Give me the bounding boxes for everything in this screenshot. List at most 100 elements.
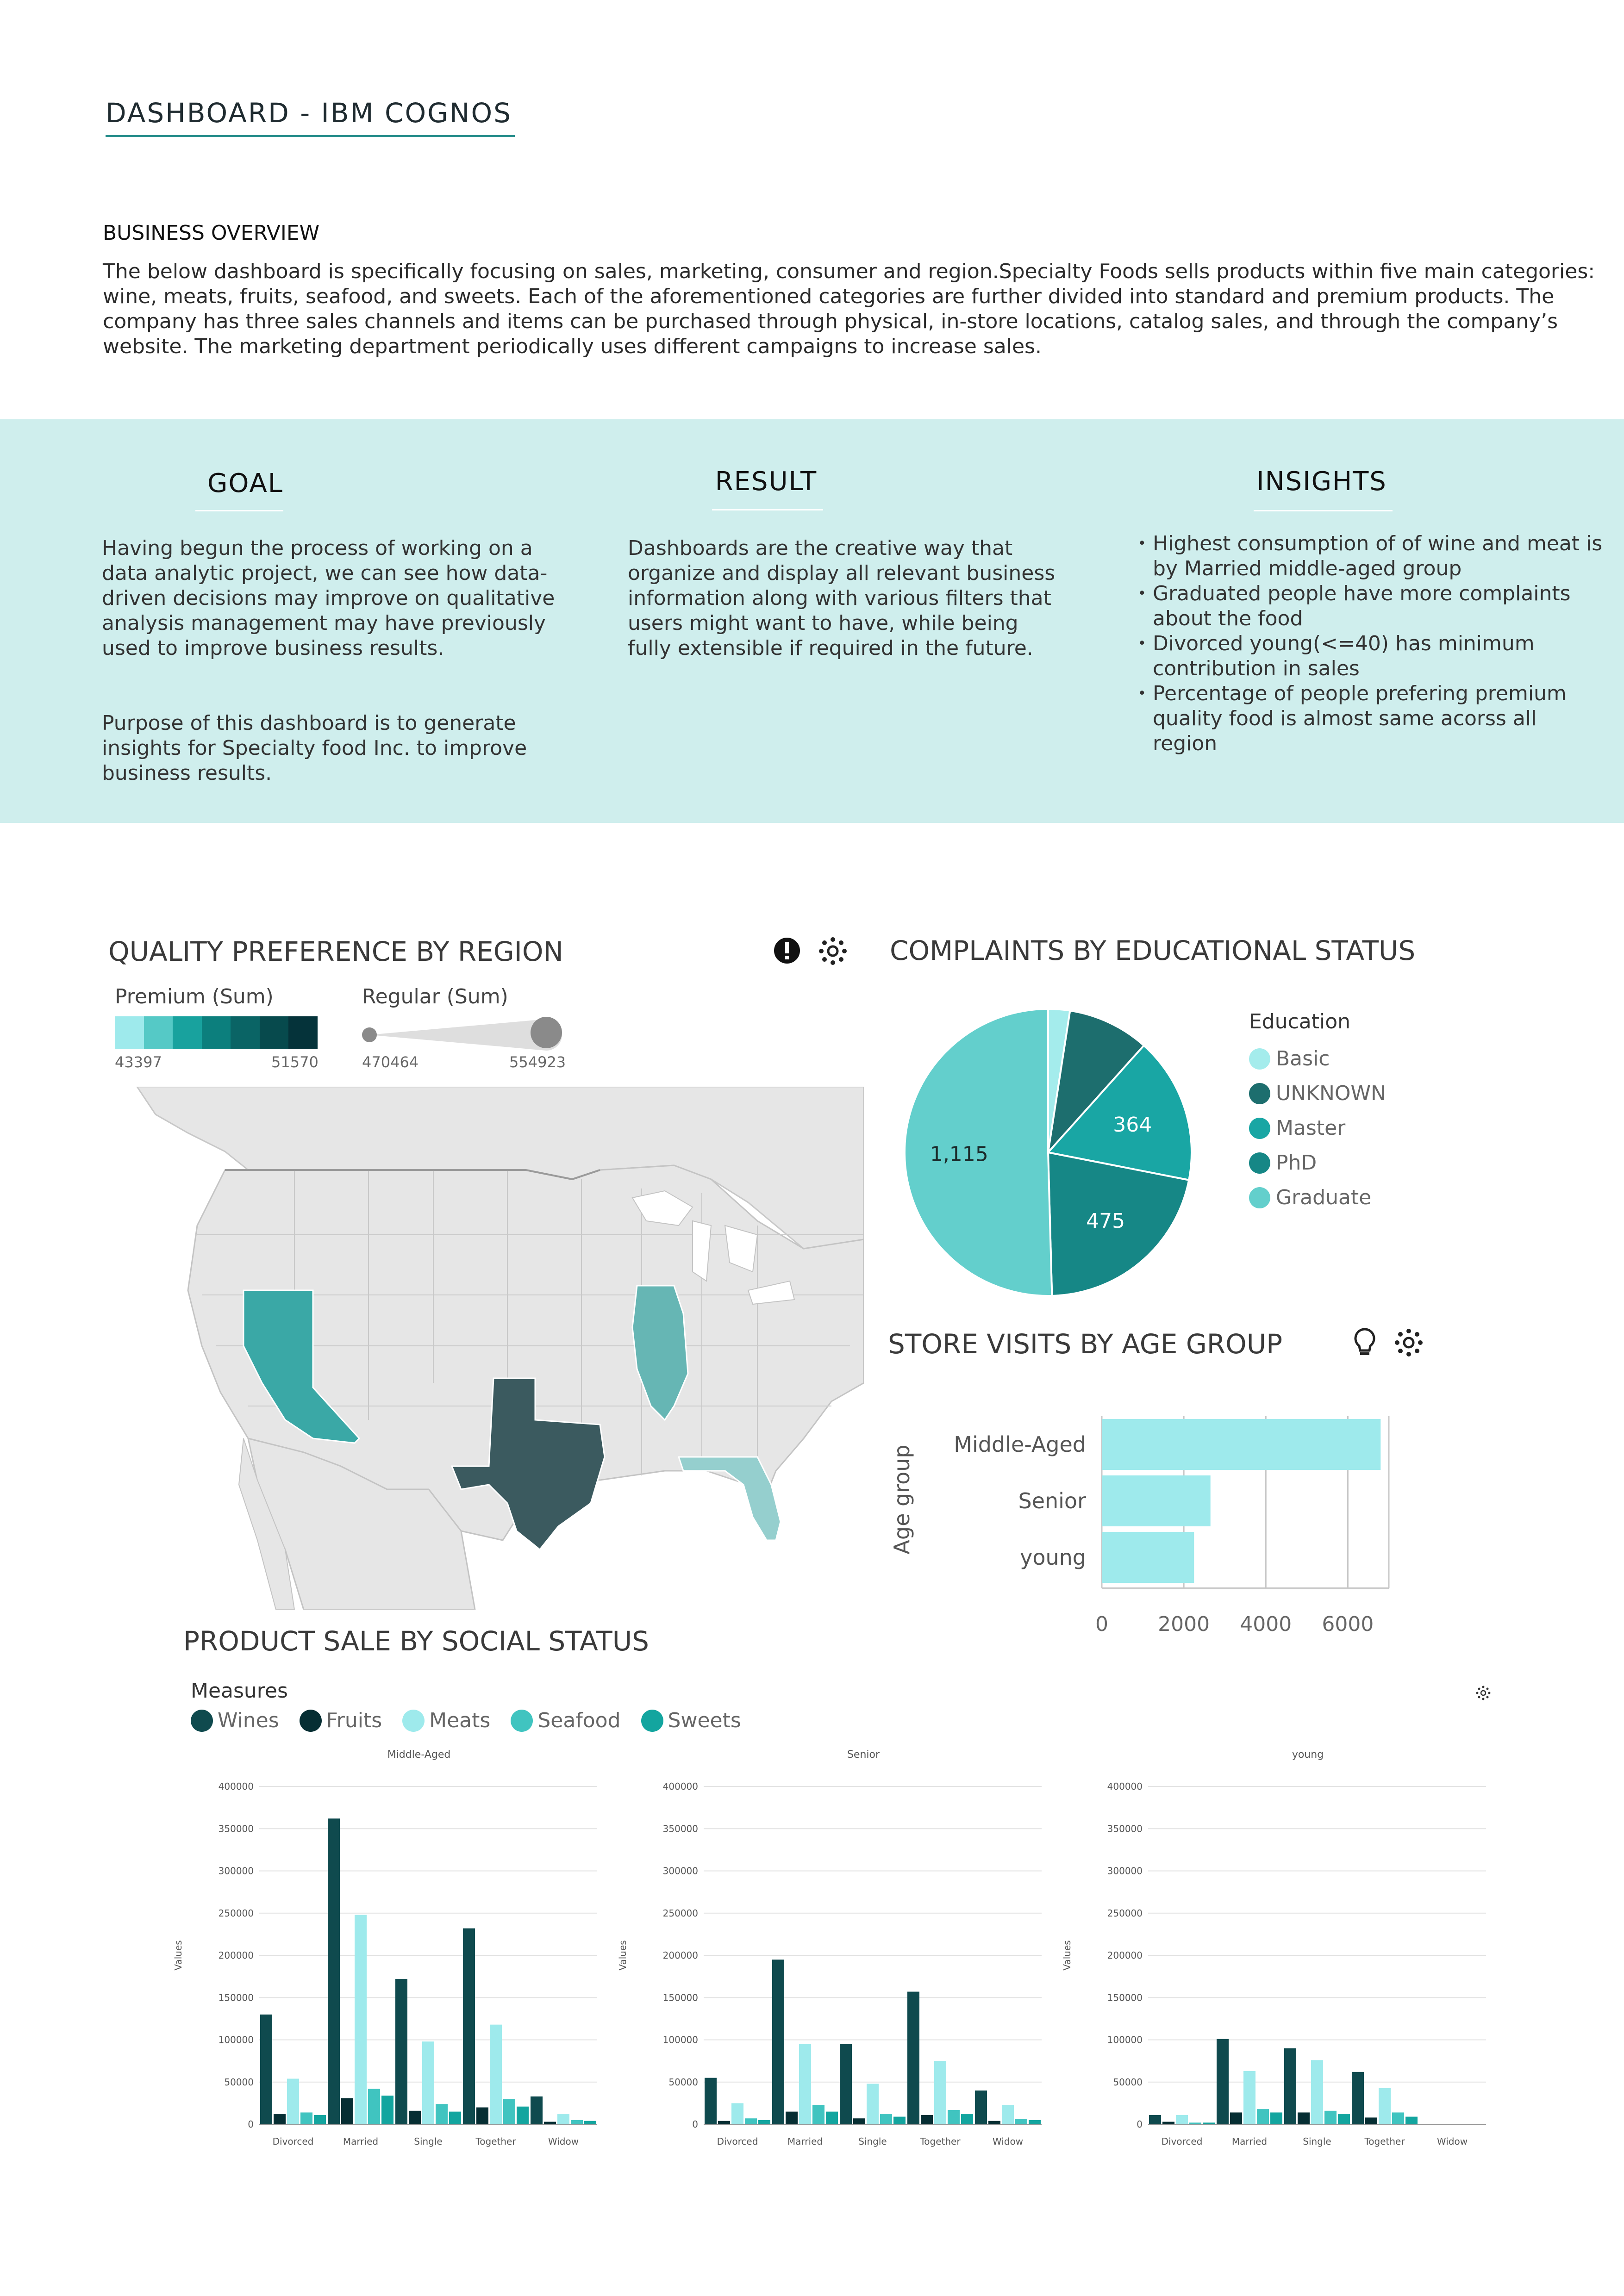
pie-legend-item[interactable]: PhD [1249, 1145, 1386, 1180]
bar-sweets-divorced[interactable] [1203, 2122, 1215, 2124]
bar-sweets-married[interactable] [381, 2095, 394, 2124]
measures-legend-item[interactable]: Fruits [299, 1709, 382, 1732]
y-axis-label: Values [173, 1940, 184, 1970]
bar-sweets-single[interactable] [893, 2116, 906, 2124]
bar-seafood-widow[interactable] [571, 2120, 583, 2124]
bar-meats-divorced[interactable] [1176, 2115, 1188, 2124]
bar-fruits-widow[interactable] [988, 2121, 1000, 2124]
bar-wines-single[interactable] [1284, 2048, 1296, 2124]
bar-meats-widow[interactable] [1002, 2105, 1014, 2124]
bar-seafood-divorced[interactable] [745, 2118, 757, 2124]
bar-fruits-single[interactable] [853, 2118, 865, 2124]
bar-wines-widow[interactable] [975, 2091, 987, 2124]
product-sale-chart[interactable]: Middle-Aged 0 50000 100000 150000 200000 25000… [167, 1745, 1500, 2161]
bar-sweets-together[interactable] [961, 2114, 973, 2124]
bar-fruits-married[interactable] [341, 2098, 353, 2124]
bar-seafood-divorced[interactable] [1189, 2122, 1201, 2124]
pie-slice-graduate[interactable] [904, 1008, 1053, 1297]
bar-seafood-single[interactable] [1324, 2110, 1337, 2124]
bar-wines-married[interactable] [328, 1818, 340, 2124]
pie-legend-item[interactable]: UNKNOWN [1249, 1076, 1386, 1111]
bar-wines-divorced[interactable] [260, 2014, 272, 2124]
alert-icon[interactable] [772, 936, 802, 965]
bar-fruits-together[interactable] [476, 2107, 488, 2125]
bar-fruits-single[interactable] [409, 2110, 421, 2124]
bar-meats-single[interactable] [422, 2041, 434, 2124]
bar-sweets-widow[interactable] [584, 2121, 596, 2124]
bar-seafood-single[interactable] [436, 2104, 448, 2124]
bar-seafood-together[interactable] [503, 2099, 515, 2124]
bar-meats-divorced[interactable] [731, 2103, 743, 2124]
lightbulb-icon[interactable] [1351, 1326, 1379, 1359]
measures-legend-item[interactable]: Wines [191, 1709, 279, 1732]
settings-icon[interactable] [1393, 1327, 1424, 1358]
bar-fruits-widow[interactable] [544, 2122, 556, 2124]
bar-fruits-single[interactable] [1298, 2112, 1310, 2124]
bar-wines-single[interactable] [395, 1979, 407, 2124]
bar-seafood-widow[interactable] [1015, 2119, 1027, 2124]
bar-seafood-married[interactable] [368, 2089, 380, 2124]
measures-legend-item[interactable]: Sweets [641, 1709, 741, 1732]
pie-legend-item[interactable]: Master [1249, 1111, 1386, 1145]
bar-wines-single[interactable] [840, 2044, 852, 2124]
bar-sweets-single[interactable] [449, 2111, 461, 2124]
bar-sweets-married[interactable] [1270, 2112, 1282, 2124]
pie-slice-phd[interactable] [1047, 1151, 1190, 1297]
bar-middle-aged[interactable] [1102, 1419, 1381, 1470]
bar-sweets-single[interactable] [1338, 2114, 1350, 2124]
bar-seafood-married[interactable] [1257, 2109, 1269, 2124]
bar-meats-married[interactable] [799, 2044, 811, 2124]
bar-meats-married[interactable] [355, 1915, 367, 2124]
bar-young[interactable] [1102, 1532, 1194, 1583]
bar-fruits-divorced[interactable] [718, 2121, 730, 2124]
bar-meats-together[interactable] [490, 2024, 502, 2124]
bar-sweets-widow[interactable] [1029, 2120, 1041, 2124]
pie-slice-master[interactable] [1046, 1044, 1193, 1182]
pie-chart[interactable]: 364 475 1,115 [900, 1004, 1196, 1300]
bar-seafood-divorced[interactable] [300, 2112, 312, 2124]
bar-wines-married[interactable] [772, 1960, 784, 2124]
bar-wines-together[interactable] [1352, 2072, 1364, 2124]
pie-slice-unknown[interactable] [1046, 1009, 1145, 1156]
bar-seafood-married[interactable] [812, 2105, 824, 2124]
bar-fruits-divorced[interactable] [1162, 2122, 1174, 2124]
bar-sweets-divorced[interactable] [314, 2115, 326, 2124]
bar-wines-married[interactable] [1217, 2039, 1229, 2124]
bar-meats-married[interactable] [1243, 2071, 1255, 2124]
bar-seafood-single[interactable] [880, 2114, 892, 2124]
bar-sweets-together[interactable] [517, 2106, 529, 2124]
bar-sweets-divorced[interactable] [758, 2120, 770, 2124]
bar-wines-widow[interactable] [531, 2096, 543, 2124]
bar-wines-divorced[interactable] [705, 2078, 717, 2124]
bar-seafood-together[interactable] [948, 2109, 960, 2124]
bar-meats-widow[interactable] [557, 2114, 569, 2124]
bar-sweets-together[interactable] [1405, 2116, 1418, 2124]
bar-sweets-married[interactable] [826, 2111, 838, 2124]
measures-legend-item[interactable]: Meats [402, 1709, 490, 1732]
us-map[interactable] [109, 1087, 864, 1610]
age-group-bar-chart[interactable]: 0 2000 4000 6000 Middle-Aged Senior young Age g… [880, 1398, 1417, 1648]
bar-fruits-married[interactable] [786, 2111, 798, 2124]
bar-meats-single[interactable] [1311, 2060, 1323, 2124]
bar-fruits-divorced[interactable] [274, 2114, 286, 2124]
bar-meats-together[interactable] [934, 2061, 946, 2124]
settings-icon[interactable] [818, 936, 848, 966]
measures-legend-item[interactable]: Seafood [511, 1709, 621, 1732]
bar-wines-together[interactable] [463, 1928, 475, 2124]
bar-seafood-together[interactable] [1392, 2112, 1404, 2124]
bar-meats-together[interactable] [1379, 2088, 1391, 2124]
x-category-label: Together [919, 2136, 961, 2147]
pie-legend-item[interactable]: Graduate [1249, 1180, 1386, 1215]
overview-heading: BUSINESS OVERVIEW [103, 221, 320, 245]
bar-fruits-together[interactable] [921, 2115, 933, 2124]
pie-legend-item[interactable]: Basic [1249, 1041, 1386, 1076]
bar-meats-single[interactable] [867, 2084, 879, 2124]
bar-wines-together[interactable] [907, 1991, 919, 2124]
settings-icon[interactable] [1475, 1685, 1492, 1701]
bar-senior[interactable] [1102, 1475, 1211, 1526]
bar-fruits-married[interactable] [1230, 2112, 1242, 2124]
bar-wines-divorced[interactable] [1149, 2115, 1161, 2124]
bar-meats-divorced[interactable] [287, 2078, 299, 2124]
bar-fruits-together[interactable] [1365, 2117, 1377, 2124]
legend-swatch [1249, 1117, 1270, 1139]
